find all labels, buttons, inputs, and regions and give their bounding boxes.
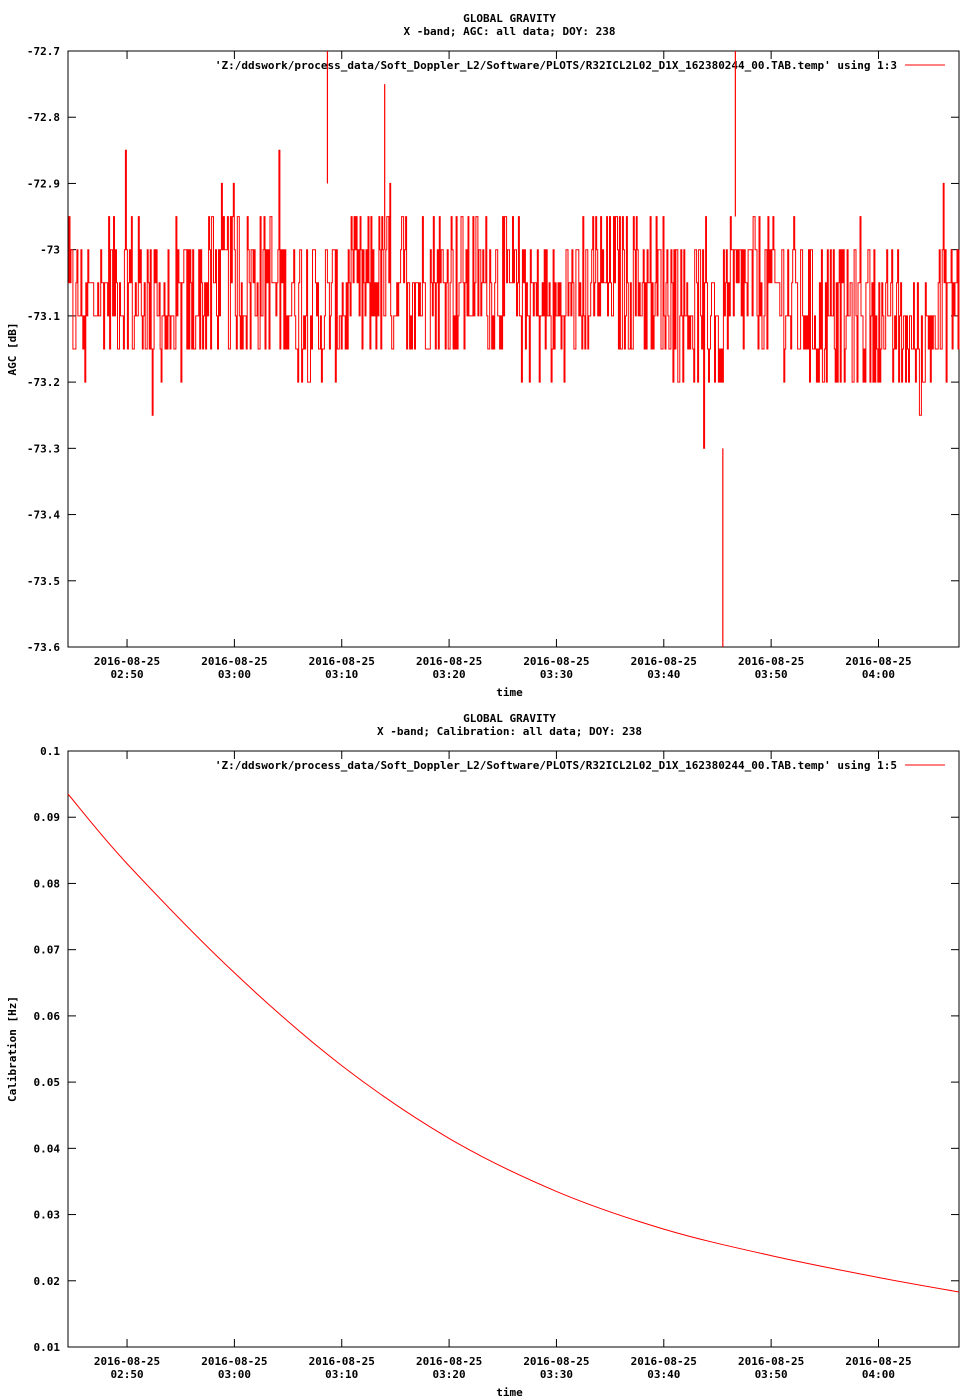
y-tick-label: -73.6 bbox=[27, 641, 60, 654]
x-tick-date: 2016-08-25 bbox=[738, 655, 804, 668]
y-tick-label: 0.06 bbox=[34, 1010, 61, 1023]
chart-title: GLOBAL GRAVITY bbox=[463, 712, 556, 725]
x-tick-time: 03:20 bbox=[433, 1368, 466, 1381]
y-tick-label: -73.1 bbox=[27, 310, 60, 323]
y-tick-label: 0.07 bbox=[34, 944, 61, 957]
y-tick-label: -73.5 bbox=[27, 575, 60, 588]
x-tick-time: 03:50 bbox=[755, 668, 788, 681]
plot-frame bbox=[67, 750, 960, 1348]
y-tick-label: -73 bbox=[40, 244, 60, 257]
chart-subtitle: X -band; Calibration: all data; DOY: 238 bbox=[377, 725, 642, 738]
x-tick-time: 03:40 bbox=[647, 1368, 680, 1381]
x-tick-time: 02:50 bbox=[110, 668, 143, 681]
series-line bbox=[67, 793, 960, 1293]
y-tick-label: -73.3 bbox=[27, 442, 60, 455]
y-tick-label: -72.8 bbox=[27, 111, 60, 124]
x-tick-time: 03:30 bbox=[540, 1368, 573, 1381]
x-tick-date: 2016-08-25 bbox=[416, 1355, 482, 1368]
x-axis-label: time bbox=[496, 1386, 523, 1399]
x-tick-date: 2016-08-25 bbox=[94, 655, 160, 668]
x-tick-time: 04:00 bbox=[862, 668, 895, 681]
x-axis-label: time bbox=[496, 686, 523, 699]
y-tick-label: 0.03 bbox=[34, 1209, 61, 1222]
legend: 'Z:/ddswork/process_data/Soft_Doppler_L2… bbox=[215, 59, 945, 72]
series-line bbox=[68, 149, 960, 449]
x-tick-time: 03:10 bbox=[325, 668, 358, 681]
x-tick-date: 2016-08-25 bbox=[845, 1355, 911, 1368]
chart-title: GLOBAL GRAVITY bbox=[463, 12, 556, 25]
x-tick-date: 2016-08-25 bbox=[201, 1355, 267, 1368]
x-tick-time: 03:30 bbox=[540, 668, 573, 681]
y-tick-label: 0.08 bbox=[34, 877, 61, 890]
x-tick-time: 03:20 bbox=[433, 668, 466, 681]
x-tick-time: 04:00 bbox=[862, 1368, 895, 1381]
x-tick-date: 2016-08-25 bbox=[845, 655, 911, 668]
x-tick-date: 2016-08-25 bbox=[309, 655, 375, 668]
legend-label: 'Z:/ddswork/process_data/Soft_Doppler_L2… bbox=[215, 759, 897, 772]
x-tick-date: 2016-08-25 bbox=[631, 655, 697, 668]
x-tick-date: 2016-08-25 bbox=[738, 1355, 804, 1368]
x-tick-date: 2016-08-25 bbox=[94, 1355, 160, 1368]
y-tick-label: -72.9 bbox=[27, 177, 60, 190]
x-tick-date: 2016-08-25 bbox=[416, 655, 482, 668]
y-tick-label: 0.09 bbox=[34, 811, 61, 824]
x-tick-time: 03:00 bbox=[218, 668, 251, 681]
y-tick-label: -72.7 bbox=[27, 45, 60, 58]
legend: 'Z:/ddswork/process_data/Soft_Doppler_L2… bbox=[215, 759, 945, 772]
legend-label: 'Z:/ddswork/process_data/Soft_Doppler_L2… bbox=[215, 59, 897, 72]
x-tick-date: 2016-08-25 bbox=[309, 1355, 375, 1368]
y-tick-label: 0.02 bbox=[34, 1275, 61, 1288]
y-axis-label: AGC [dB] bbox=[6, 323, 19, 376]
y-tick-label: 0.1 bbox=[40, 745, 60, 758]
x-tick-time: 03:00 bbox=[218, 1368, 251, 1381]
y-axis-label: Calibration [Hz] bbox=[6, 996, 19, 1102]
x-tick-time: 03:40 bbox=[647, 668, 680, 681]
x-tick-date: 2016-08-25 bbox=[201, 655, 267, 668]
y-tick-label: 0.05 bbox=[34, 1076, 61, 1089]
x-tick-date: 2016-08-25 bbox=[631, 1355, 697, 1368]
chart-subtitle: X -band; AGC: all data; DOY: 238 bbox=[404, 25, 616, 38]
y-tick-label: -73.4 bbox=[27, 509, 60, 522]
x-tick-date: 2016-08-25 bbox=[523, 655, 589, 668]
y-tick-label: -73.2 bbox=[27, 376, 60, 389]
x-tick-time: 03:50 bbox=[755, 1368, 788, 1381]
x-tick-date: 2016-08-25 bbox=[523, 1355, 589, 1368]
x-tick-time: 02:50 bbox=[110, 1368, 143, 1381]
y-tick-label: 0.01 bbox=[34, 1341, 61, 1354]
y-tick-label: 0.04 bbox=[34, 1142, 61, 1155]
x-tick-time: 03:10 bbox=[325, 1368, 358, 1381]
